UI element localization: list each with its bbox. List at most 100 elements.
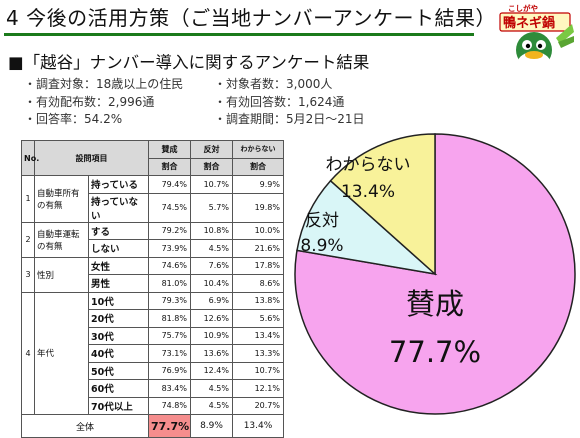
total-label: 全体 <box>21 414 149 438</box>
total-no-ratio: 8.9% <box>190 414 233 438</box>
yes-ratio: 74.8% <box>148 396 191 415</box>
unknown-ratio: 12.1% <box>232 379 284 398</box>
answer-option: 20代 <box>88 309 149 328</box>
table-row: 持っていない 74.5% 5.7% 19.8% <box>22 192 284 223</box>
pie-slice-label: 賛成 <box>406 287 464 321</box>
logo-main-text: 鴨ネギ鍋 <box>503 15 555 31</box>
no-ratio: 4.5% <box>190 379 233 398</box>
unknown-ratio: 13.4% <box>232 326 284 345</box>
answer-option: 持っていない <box>88 192 149 223</box>
yes-ratio: 75.7% <box>148 326 191 345</box>
table-row: しない 73.9% 4.5% 21.6% <box>22 239 284 258</box>
info-item: ・有効回答数：1,624通 <box>214 94 345 109</box>
answer-option: しない <box>88 239 149 258</box>
answer-option: 持っている <box>88 175 149 194</box>
header-no-vote: 反対 <box>190 140 233 159</box>
table-row: 30代 75.7% 10.9% 13.4% <box>22 326 284 345</box>
total-yes-ratio: 77.7% <box>148 414 191 438</box>
yes-ratio: 79.2% <box>148 221 191 240</box>
no-ratio: 6.9% <box>190 291 233 310</box>
total-unknown-ratio: 13.4% <box>232 414 284 438</box>
answer-option: 女性 <box>88 256 149 275</box>
pie-slice-label: わからない <box>326 155 411 175</box>
survey-info-left: ・調査対象：18歳以上の住民 ・有効配布数：2,996通 ・回答率：54.2% <box>24 76 183 129</box>
header-ratio: 割合 <box>148 157 191 176</box>
header-unknown: わからない <box>232 140 284 159</box>
yes-ratio: 81.0% <box>148 274 191 293</box>
title-underline <box>4 33 474 36</box>
question-label: 自動車運転の有無 <box>34 221 89 258</box>
yes-ratio: 73.1% <box>148 344 191 363</box>
question-number: 2 <box>21 221 35 258</box>
table-row: 2 自動車運転の有無 する 79.2% 10.8% 10.0% <box>21 221 284 258</box>
pie-slice-value: 13.4% <box>341 182 395 202</box>
table-row: 20代 81.8% 12.6% 5.6% <box>22 309 284 328</box>
table-row: 3 性別 女性 74.6% 7.6% 17.8% <box>21 256 284 293</box>
no-ratio: 10.4% <box>190 274 233 293</box>
unknown-ratio: 17.8% <box>232 256 284 275</box>
page-title: 4 今後の活用方策（ご当地ナンバーアンケート結果） <box>6 6 496 30</box>
table-row: 70代以上 74.8% 4.5% 20.7% <box>22 396 284 415</box>
question-label: 年代 <box>34 291 89 415</box>
question-number: 4 <box>21 291 35 415</box>
no-ratio: 4.5% <box>190 396 233 415</box>
header-ratio: 割合 <box>232 157 284 176</box>
header-no: No. <box>21 140 39 176</box>
no-ratio: 12.4% <box>190 361 233 380</box>
question-number: 3 <box>21 256 35 293</box>
answer-option: 50代 <box>88 361 149 380</box>
unknown-ratio: 9.9% <box>232 175 284 194</box>
answer-option: 60代 <box>88 379 149 398</box>
info-item: ・有効配布数：2,996通 <box>24 94 155 109</box>
pie-slice <box>329 133 436 276</box>
yes-ratio: 79.4% <box>148 175 191 194</box>
info-item: ・対象者数：3,000人 <box>214 77 333 91</box>
question-label: 自動車所有の有無 <box>34 175 89 223</box>
unknown-ratio: 13.8% <box>232 291 284 310</box>
unknown-ratio: 13.3% <box>232 344 284 363</box>
yes-ratio: 83.4% <box>148 379 191 398</box>
yes-ratio: 74.5% <box>148 192 191 223</box>
table-row: 4 年代 10代 79.3% 6.9% 13.8% <box>21 291 284 415</box>
answer-option: 30代 <box>88 326 149 345</box>
question-number: 1 <box>21 175 35 223</box>
no-ratio: 13.6% <box>190 344 233 363</box>
no-ratio: 10.9% <box>190 326 233 345</box>
unknown-ratio: 5.6% <box>232 309 284 328</box>
answer-option: 10代 <box>88 291 149 310</box>
header-yes: 賛成 <box>148 140 191 159</box>
table-row: 40代 73.1% 13.6% 13.3% <box>22 344 284 363</box>
question-label: 性別 <box>34 256 89 293</box>
section-subtitle: ■「越谷」ナンバー導入に関するアンケート結果 <box>8 53 370 72</box>
survey-info-right: ・対象者数：3,000人 ・有効回答数：1,624通 ・調査期間：5月2日～21… <box>214 76 365 129</box>
no-ratio: 10.7% <box>190 175 233 194</box>
logo-top-text: こしがや <box>508 3 538 13</box>
pie-slice-value: 8.9% <box>300 236 343 256</box>
header-ratio: 割合 <box>190 157 233 176</box>
unknown-ratio: 10.7% <box>232 361 284 380</box>
pie-slice-value: 77.7% <box>389 335 481 369</box>
total-row: 全体 77.7% 8.9% 13.4% <box>21 414 284 438</box>
approval-pie-chart: 賛成 77.7% 反対 8.9% わからない 13.4% <box>294 133 576 415</box>
survey-results-table: No. 設問項目 賛成 反対 わからない 割合 割合 割合 1 自動車所有の有無持… <box>21 140 284 438</box>
no-ratio: 7.6% <box>190 256 233 275</box>
table-row: 男性 81.0% 10.4% 8.6% <box>22 274 284 293</box>
kamonegi-mascot-logo: こしがや 鴨ネギ鍋 <box>499 3 574 72</box>
yes-ratio: 81.8% <box>148 309 191 328</box>
no-ratio: 10.8% <box>190 221 233 240</box>
unknown-ratio: 19.8% <box>232 192 284 223</box>
answer-option: 男性 <box>88 274 149 293</box>
answer-option: する <box>88 221 149 240</box>
no-ratio: 5.7% <box>190 192 233 223</box>
unknown-ratio: 21.6% <box>232 239 284 258</box>
no-ratio: 4.5% <box>190 239 233 258</box>
unknown-ratio: 20.7% <box>232 396 284 415</box>
info-item: ・調査期間：5月2日～21日 <box>214 112 365 126</box>
table-row: 50代 76.9% 12.4% 10.7% <box>22 361 284 380</box>
yes-ratio: 76.9% <box>148 361 191 380</box>
unknown-ratio: 8.6% <box>232 274 284 293</box>
info-item: ・回答率：54.2% <box>24 112 123 126</box>
header-item: 設問項目 <box>34 140 149 176</box>
yes-ratio: 73.9% <box>148 239 191 258</box>
yes-ratio: 79.3% <box>148 291 191 310</box>
